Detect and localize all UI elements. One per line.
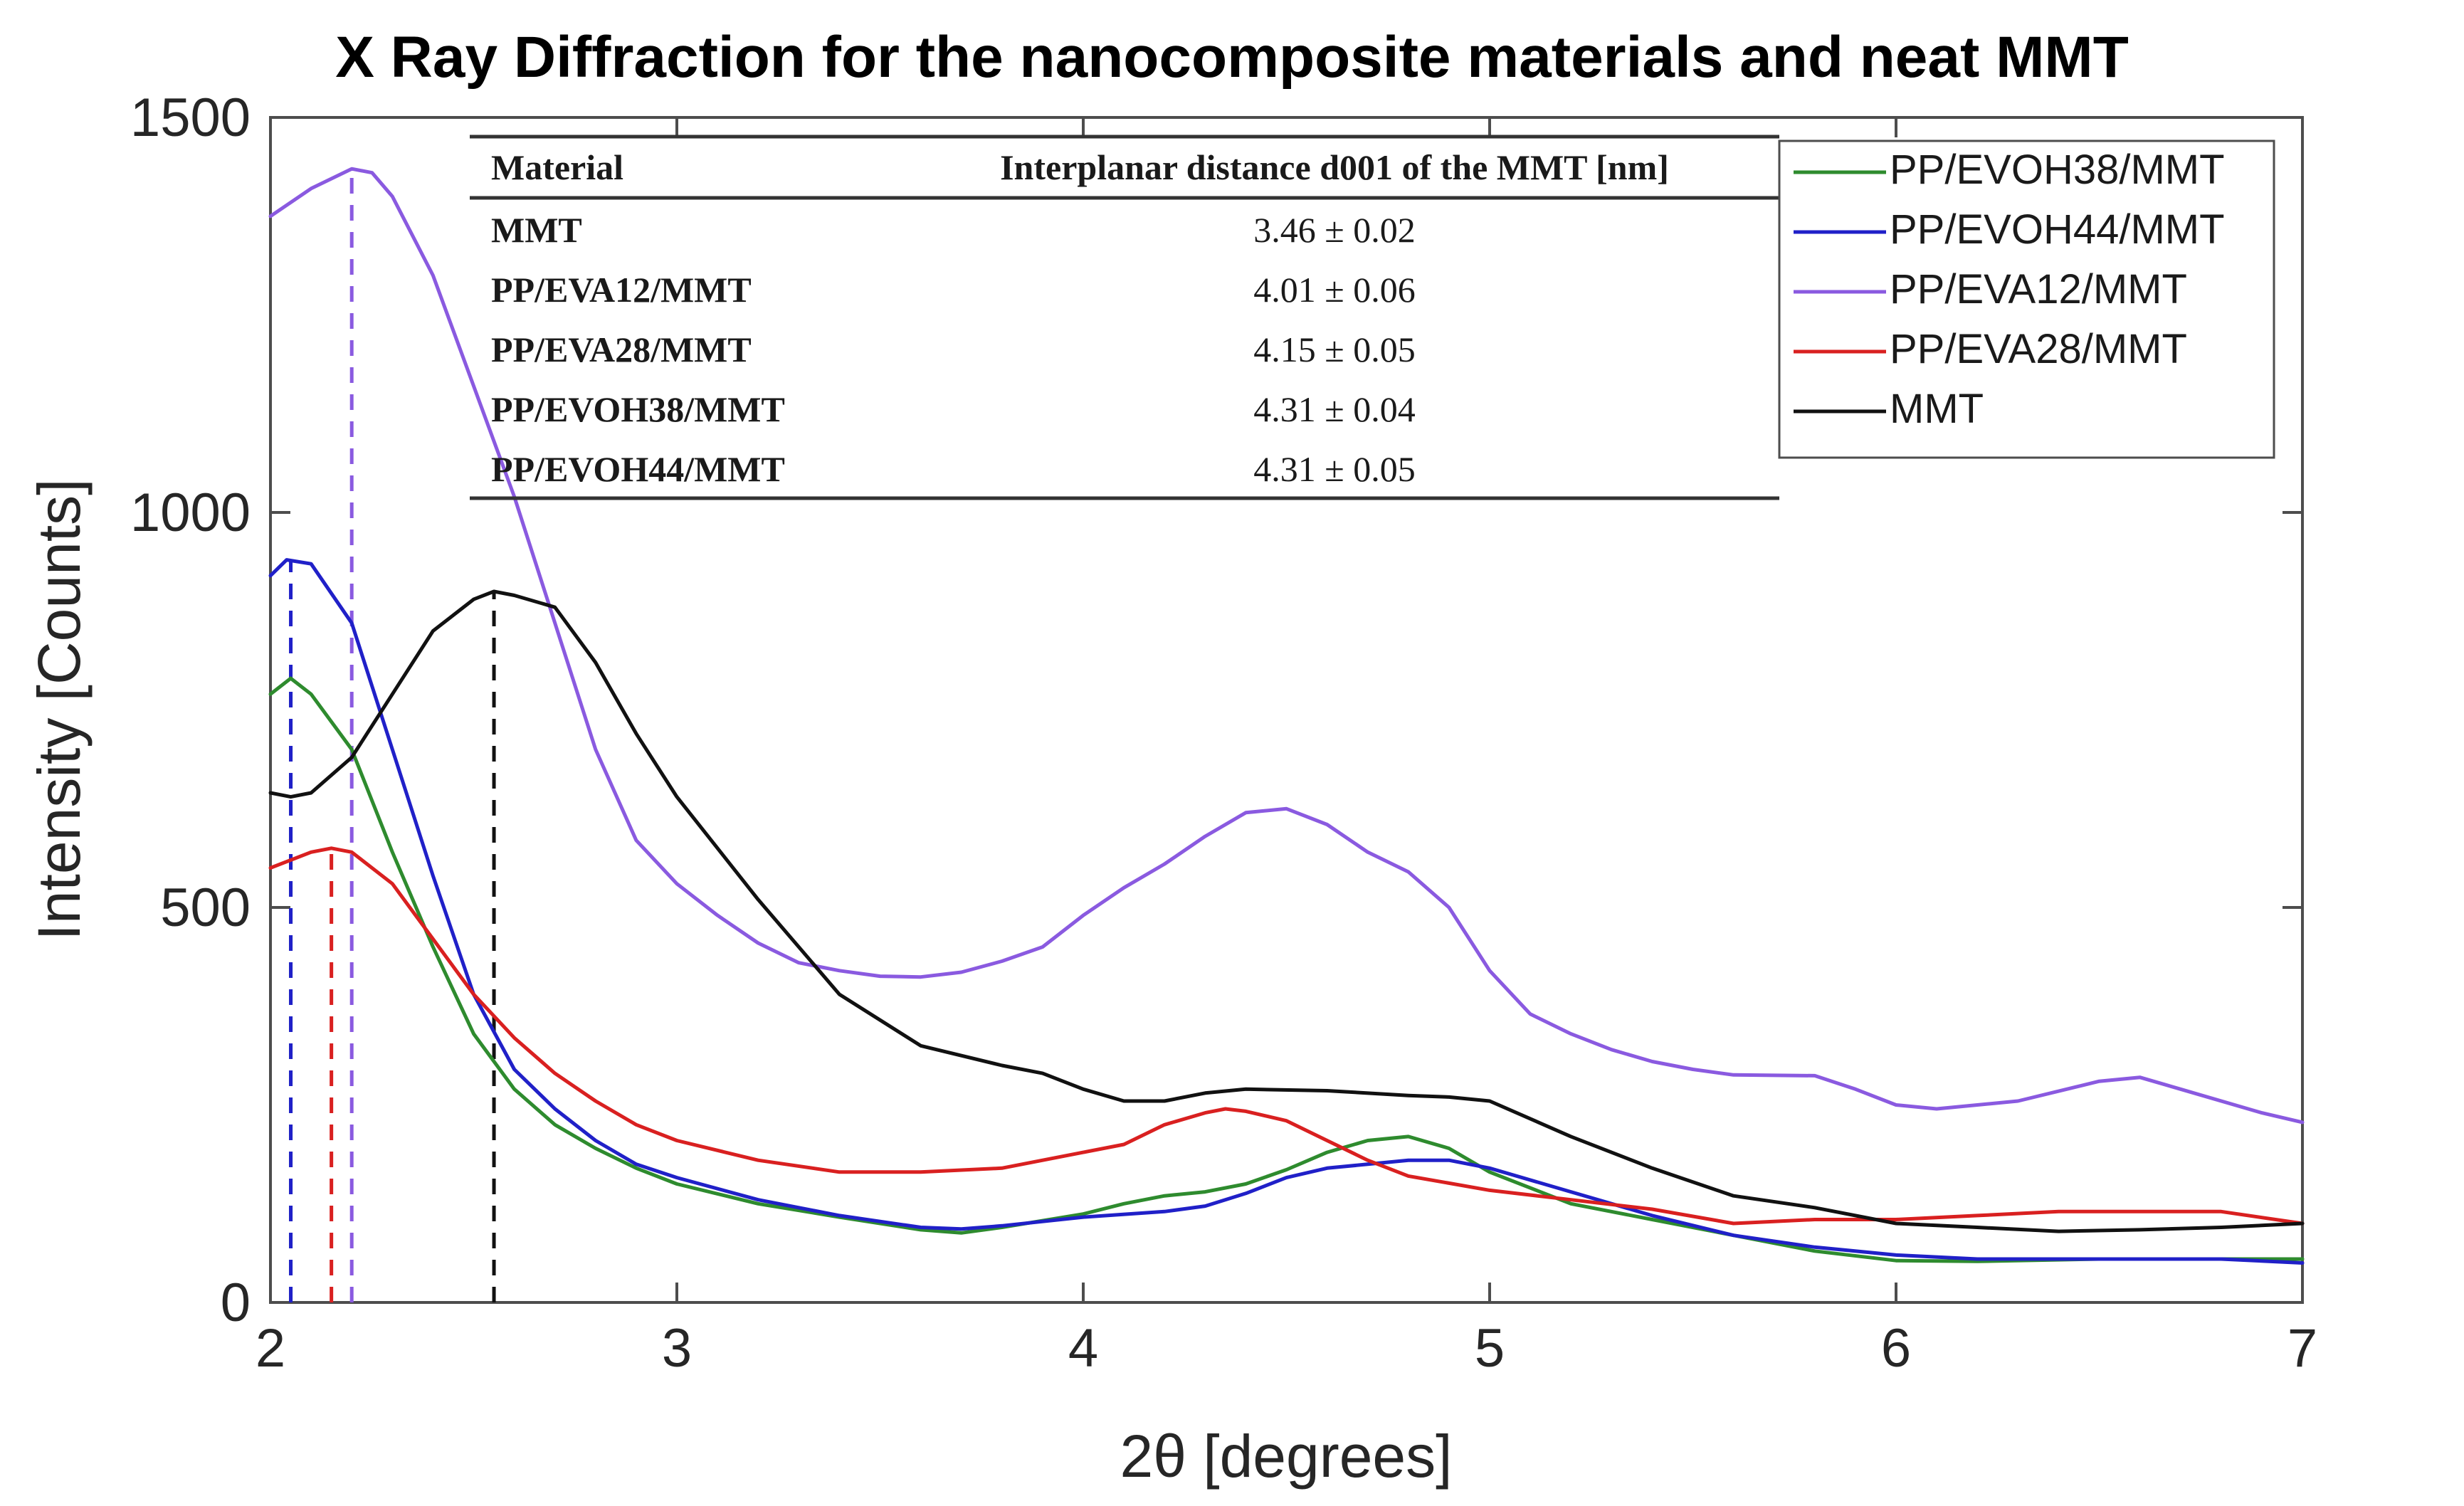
- table-cell-value: 4.15 ± 0.05: [1253, 330, 1415, 369]
- x-tick-label: 5: [1475, 1318, 1505, 1379]
- series-line-pp-evoh44-mmt: [268, 558, 2305, 1265]
- table-cell-value: 3.46 ± 0.02: [1253, 210, 1415, 250]
- table-header-distance: Interplanar distance d001 of the MMT [nm…: [1000, 147, 1669, 187]
- series-line-pp-eva28-mmt: [268, 846, 2305, 1226]
- legend-box: [1778, 139, 2275, 459]
- table-cell-value: 4.31 ± 0.04: [1253, 389, 1415, 429]
- table-cell-material: PP/EVA12/MMT: [491, 270, 752, 310]
- y-axis-label: Intensity [Counts]: [26, 479, 93, 941]
- table-cell-value: 4.31 ± 0.05: [1253, 449, 1415, 489]
- x-tick-label: 7: [2287, 1318, 2317, 1379]
- y-tick-label: 500: [160, 878, 251, 938]
- series-line-pp-eva12-mmt: [268, 167, 2305, 1125]
- legend-label-pp-evoh38-mmt: PP/EVOH38/MMT: [1890, 147, 2225, 193]
- x-axis: 2 3 4 5 6 7: [256, 117, 2317, 1379]
- table-cell-material: PP/EVOH38/MMT: [491, 389, 785, 429]
- y-axis: 0 500 1000 1500: [130, 88, 2302, 1333]
- inset-table: Material Interplanar distance d001 of th…: [470, 135, 1779, 500]
- table-cell-material: PP/EVA28/MMT: [491, 330, 752, 369]
- table-cell-material: MMT: [491, 210, 582, 250]
- chart-title: X Ray Diffraction for the nanocomposite …: [335, 25, 2129, 90]
- peak-markers: [289, 169, 496, 1302]
- y-tick-label: 0: [221, 1273, 251, 1333]
- x-tick-label: 3: [662, 1318, 692, 1379]
- legend-label-mmt: MMT: [1890, 386, 1984, 432]
- x-tick-label: 6: [1881, 1318, 1911, 1379]
- table-cell-material: PP/EVOH44/MMT: [491, 449, 785, 489]
- series-line-mmt: [268, 589, 2305, 1233]
- y-tick-label: 1000: [130, 483, 251, 543]
- x-tick-label: 4: [1068, 1318, 1098, 1379]
- table-header-material: Material: [491, 147, 623, 187]
- legend-label-pp-eva12-mmt: PP/EVA12/MMT: [1890, 266, 2187, 312]
- table-cell-value: 4.01 ± 0.06: [1253, 270, 1415, 310]
- legend: PP/EVOH38/MMT PP/EVOH44/MMT PP/EVA12/MMT PP…: [1778, 139, 2275, 459]
- legend-label-pp-eva28-mmt: PP/EVA28/MMT: [1890, 326, 2187, 372]
- x-axis-label: 2θ [degrees]: [1120, 1423, 1452, 1490]
- series-lines: [268, 167, 2305, 1265]
- legend-label-pp-evoh44-mmt: PP/EVOH44/MMT: [1890, 206, 2225, 253]
- x-tick-label: 2: [256, 1318, 285, 1379]
- y-tick-label: 1500: [130, 88, 251, 148]
